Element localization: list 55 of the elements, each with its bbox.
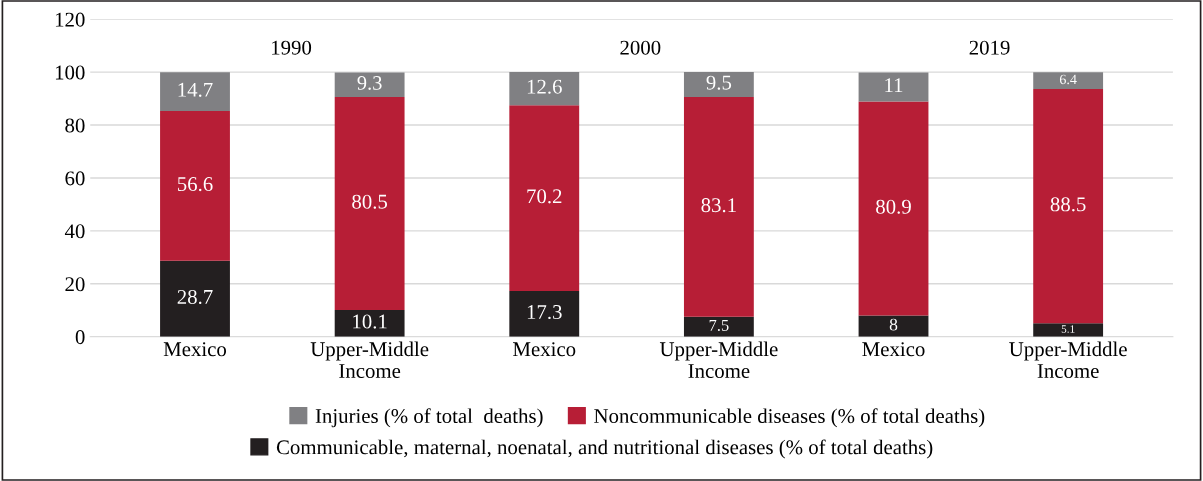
annotation: 2000 — [620, 40, 661, 55]
y-tick-label: 80 — [65, 118, 85, 133]
annotation: 1990 — [272, 40, 312, 55]
x-tick-label: Mexico — [163, 342, 227, 357]
legend-label: Communicable, maternal, noenatal, and nutritional diseases (% of total deaths) — [276, 439, 933, 459]
y-tick-label: 0 — [75, 330, 85, 345]
bar — [1033, 89, 1104, 324]
bar — [160, 111, 230, 261]
x-tick-label: Upper-Middle Income — [1009, 341, 1127, 379]
data-label: 10.1 — [353, 314, 387, 329]
bar — [683, 71, 754, 98]
data-label: 12.6 — [527, 79, 562, 94]
y-tick-label: 100 — [55, 65, 85, 80]
legend-label: Injuries (% of total deaths) — [315, 408, 543, 428]
x-tick-label: Upper-Middle Income — [659, 341, 778, 379]
bar — [334, 309, 405, 337]
bar — [1033, 323, 1104, 337]
annotation: 2019 — [969, 40, 1010, 55]
legend-label: Noncommunicable diseases (% of total deaths) — [594, 408, 985, 428]
data-label: 80.5 — [352, 194, 388, 209]
bar — [858, 101, 929, 316]
bar — [683, 316, 754, 337]
bar — [509, 290, 580, 337]
data-label: 80.9 — [876, 199, 911, 214]
bar — [858, 72, 929, 102]
bar — [509, 71, 580, 106]
data-label: 9.3 — [357, 76, 382, 90]
data-label: 8 — [889, 318, 898, 331]
bar — [160, 260, 230, 337]
data-label: 11 — [885, 78, 903, 92]
x-tick-label: Upper-Middle Income — [310, 341, 429, 379]
bar — [858, 315, 929, 337]
bar — [683, 97, 754, 317]
bar — [334, 72, 405, 98]
data-label: 83.1 — [701, 198, 736, 213]
y-tick-label: 20 — [65, 277, 85, 292]
x-tick-label: Mexico — [862, 342, 925, 357]
data-label: 5.1 — [1061, 325, 1075, 333]
bar — [334, 97, 405, 310]
data-label: 17.3 — [527, 305, 562, 320]
bar — [1033, 72, 1104, 90]
data-label: 88.5 — [1050, 197, 1086, 212]
y-tick-label: 40 — [64, 224, 85, 239]
y-tick-label: 60 — [65, 171, 85, 186]
data-label: 7.5 — [709, 319, 729, 331]
data-label: 28.7 — [177, 289, 213, 305]
data-label: 70.2 — [527, 189, 562, 204]
y-tick-label: 120 — [55, 12, 85, 27]
data-label: 6.4 — [1059, 74, 1077, 85]
data-label: 9.5 — [706, 75, 732, 90]
x-tick-label: Mexico — [513, 342, 576, 357]
data-label: 14.7 — [178, 82, 213, 97]
bar — [509, 105, 580, 291]
data-label: 56.6 — [177, 177, 213, 192]
bar — [160, 72, 230, 112]
